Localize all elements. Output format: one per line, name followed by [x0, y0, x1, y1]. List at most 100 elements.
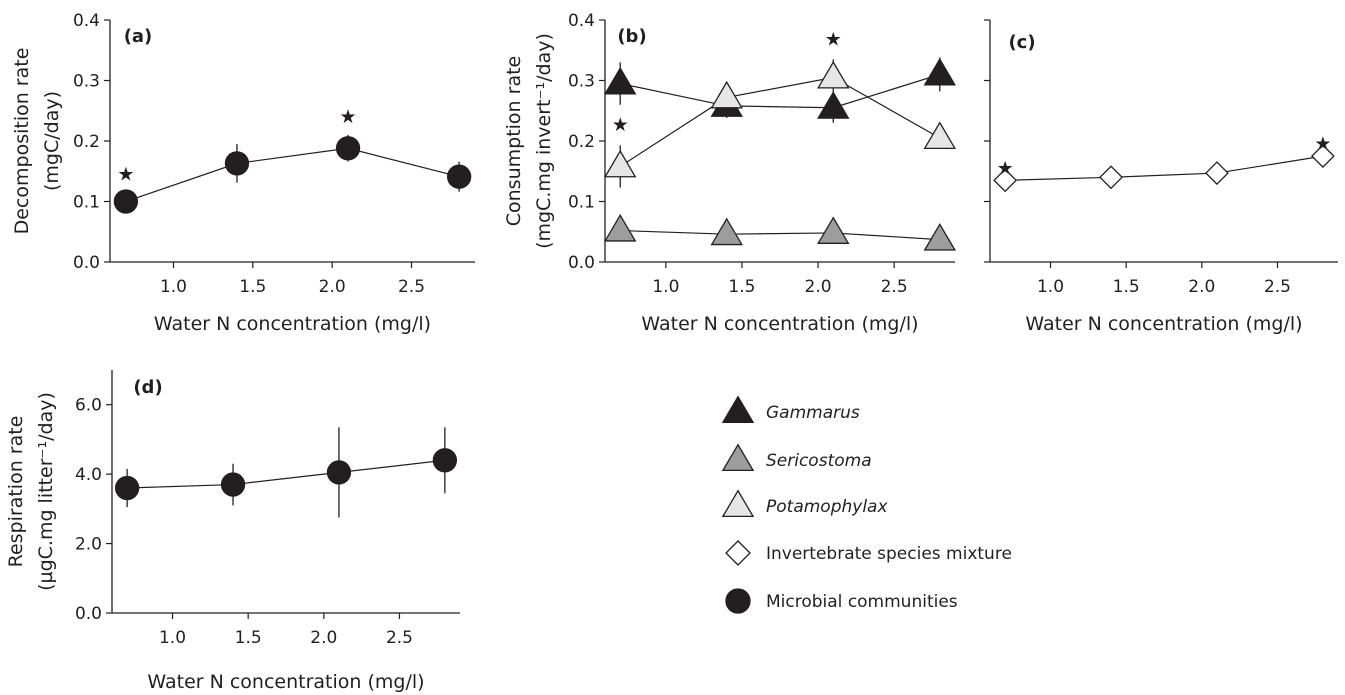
data-point [1205, 161, 1229, 185]
x-axis-title: Water N concentration (mg/l) [154, 313, 431, 335]
significance-star: ★ [117, 163, 134, 185]
data-point [923, 223, 956, 251]
data-point [817, 60, 850, 89]
x-tick-label: 1.0 [160, 277, 187, 297]
y-axis-title: (mgC.mg invert⁻¹/day) [533, 33, 555, 249]
panel-letter: (d) [133, 377, 162, 398]
x-tick-label: 2.5 [881, 277, 908, 297]
x-tick-label: 2.0 [805, 277, 832, 297]
x-tick-label: 1.0 [652, 277, 679, 297]
x-axis-title: Water N concentration (mg/l) [641, 313, 918, 335]
data-point [993, 168, 1018, 193]
series-potamophylax: ★★ [604, 28, 956, 188]
y-tick-label: 0.1 [568, 193, 595, 213]
series-line [620, 73, 940, 109]
x-tick-label: 1.5 [239, 277, 266, 297]
series-gammarus [604, 57, 956, 123]
legend-label: Microbial communities [766, 592, 958, 612]
x-tick-label: 2.0 [1188, 277, 1215, 297]
legend-marker [721, 443, 755, 472]
legend: Gammarus Sericostoma Potamophylax Invertebr… [721, 395, 1012, 614]
y-tick-label: 0.0 [73, 253, 100, 273]
significance-star: ★ [612, 114, 629, 136]
series-line [125, 147, 460, 203]
series-sericostoma [604, 213, 956, 251]
y-axis-title: (mgC/day) [41, 91, 63, 191]
x-tick-label: 1.5 [235, 628, 262, 648]
series-microbial-communities [114, 427, 458, 518]
significance-star: ★ [1314, 133, 1331, 155]
y-axis-title: Respiration rate [5, 416, 27, 568]
y-tick-label: 4.0 [75, 465, 102, 485]
series-invertebrate-species-mixture: ★★ [993, 133, 1335, 193]
significance-star: ★ [825, 28, 842, 50]
y-tick-label: 0.2 [568, 132, 595, 152]
data-point [710, 217, 743, 246]
data-point [710, 80, 743, 109]
y-axis-title: Consumption rate [503, 56, 525, 226]
data-point [817, 91, 850, 119]
series-microbial-communities: ★★ [113, 106, 472, 214]
data-point [446, 164, 472, 189]
legend-entry: Microbial communities [725, 588, 958, 614]
y-tick-label: 0.4 [73, 11, 100, 31]
x-tick-label: 2.0 [319, 277, 346, 297]
y-tick-label: 6.0 [75, 396, 102, 416]
legend-marker [725, 588, 751, 614]
chart-panel-c: 1.0 1.5 2.0 2.5 (c) Water N concentration (mg… [984, 19, 1338, 335]
data-point [432, 448, 458, 473]
legend-entry: Sericostoma [721, 443, 872, 472]
panel-letter: (a) [124, 26, 153, 47]
chart-panel-b: 1.0 1.5 2.0 2.5 0.0 0.1 0.2 0.3 0.4 (b) Water N co… [503, 11, 956, 335]
y-tick-label: 0.0 [568, 253, 595, 273]
legend-entry: Potamophylax [721, 489, 888, 518]
significance-star: ★ [340, 106, 357, 128]
chart-panel-a: 1.0 1.5 2.0 2.5 0.0 0.1 0.2 0.3 0.4 (a) Water N co… [11, 11, 475, 335]
data-point [923, 57, 956, 86]
series-line [1005, 155, 1323, 181]
panel-letter: (c) [1008, 32, 1035, 53]
legend-marker [725, 540, 751, 566]
legend-label: Invertebrate species mixture [766, 544, 1012, 564]
data-point [1099, 165, 1123, 190]
legend-marker [721, 395, 755, 424]
legend-marker [721, 489, 755, 518]
y-axis-title: Decomposition rate [11, 48, 33, 235]
x-axis-title: Water N concentration (mg/l) [147, 671, 424, 693]
data-point [326, 460, 352, 485]
y-tick-label: 0.2 [73, 132, 100, 152]
series-line [127, 459, 445, 489]
y-tick-label: 0.3 [73, 72, 100, 92]
data-point [114, 475, 140, 501]
x-axis-title: Water N concentration (mg/l) [1025, 313, 1302, 335]
y-tick-label: 0.1 [73, 193, 100, 213]
data-point [220, 472, 246, 497]
legend-entry: Invertebrate species mixture [725, 540, 1012, 566]
chart-panel-d: 1.0 1.5 2.0 2.5 0.0 2.0 4.0 6.0 (d) Water N conce… [5, 370, 460, 693]
series-line [619, 76, 941, 167]
x-tick-label: 2.0 [310, 628, 337, 648]
legend-label: Gammarus [766, 403, 860, 423]
data-point [923, 121, 956, 149]
data-point [1310, 144, 1335, 169]
data-point [604, 149, 637, 178]
series-line [620, 229, 940, 241]
x-tick-label: 1.5 [1113, 277, 1140, 297]
data-point [335, 136, 361, 161]
data-point [604, 213, 637, 242]
data-point [817, 216, 850, 244]
x-tick-label: 1.5 [728, 277, 755, 297]
significance-star: ★ [997, 157, 1014, 179]
x-tick-label: 1.0 [1037, 277, 1064, 297]
x-tick-label: 1.0 [159, 628, 186, 648]
y-tick-label: 0.0 [75, 604, 102, 624]
y-tick-label: 2.0 [75, 535, 102, 555]
legend-label: Potamophylax [766, 497, 888, 517]
y-axis-title: (µgC.mg litter⁻¹/day) [35, 392, 57, 591]
data-point [224, 151, 250, 176]
data-point [604, 66, 637, 95]
x-tick-label: 2.5 [398, 277, 425, 297]
x-tick-label: 2.5 [386, 628, 413, 648]
legend-entry: Gammarus [721, 395, 860, 424]
